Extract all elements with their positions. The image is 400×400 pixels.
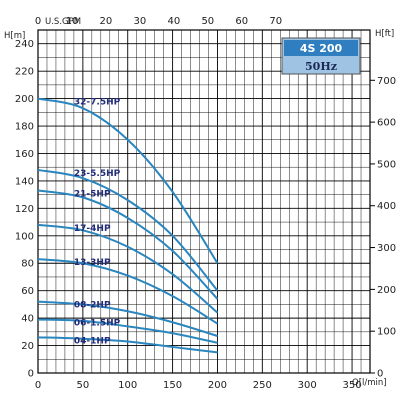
y-tick-label: 180 — [15, 122, 34, 133]
y-tick-label: 140 — [15, 176, 34, 187]
gpm-tick-label: 10 — [66, 16, 79, 27]
ft-tick-label: 500 — [377, 159, 396, 170]
y-tick-label: 120 — [15, 204, 34, 215]
gpm-tick-label: 40 — [167, 16, 180, 27]
ft-tick-label: 100 — [377, 327, 396, 338]
gpm-tick-label: 20 — [100, 16, 113, 27]
x-tick-label: 150 — [163, 380, 182, 391]
pump-curve — [37, 336, 218, 354]
pump-curve-label: 17-4HP — [74, 224, 111, 234]
model-name: 4S 200 — [300, 42, 343, 55]
y-tick-label: 0 — [28, 369, 34, 380]
x-tick-label: 100 — [118, 380, 137, 391]
ft-tick-label: 600 — [377, 118, 396, 129]
curve-labels: 32-7.5HP 23-5.5HP 21-5HP 17-4HP 13-3HP 08-2HP… — [74, 98, 121, 347]
ft-tick-label: 0 — [377, 369, 383, 380]
gpm-tick-label: 70 — [269, 16, 282, 27]
y-tick-label: 200 — [15, 94, 34, 105]
pump-curve-label: 13-3HP — [74, 258, 111, 268]
pump-curve-label: 21-5HP — [74, 190, 111, 200]
left-axis-title: H[m] — [4, 31, 25, 41]
gpm-tick-label: 60 — [235, 16, 248, 27]
pump-curves — [37, 97, 219, 354]
y-tick-label: 240 — [15, 39, 34, 50]
bottom-axis-title: Q[l/min] — [352, 378, 387, 388]
model-box: 4S 200 50Hz — [281, 37, 361, 75]
y-tick-label: 60 — [21, 286, 34, 297]
pump-curve-label: 32-7.5HP — [74, 98, 121, 108]
x-tick-label: 350 — [343, 380, 362, 391]
x-tick-label: 0 — [35, 380, 41, 391]
model-frequency: 50Hz — [305, 60, 337, 73]
x-tick-label: 250 — [253, 380, 272, 391]
y-tick-label: 80 — [21, 259, 34, 270]
right-axis-title: H[ft] — [375, 29, 394, 39]
x-tick-label: 200 — [208, 380, 227, 391]
pump-curve-label: 23-5.5HP — [74, 169, 121, 179]
grid — [37, 29, 371, 374]
pump-curve — [37, 223, 219, 314]
pump-curve — [37, 189, 219, 300]
pump-curve-label: 06-1.5HP — [74, 318, 121, 328]
ft-tick-label: 700 — [377, 76, 396, 87]
y-tick-label: 40 — [21, 314, 34, 325]
pump-curve — [37, 300, 218, 337]
pump-curve-label: 08-2HP — [74, 301, 111, 311]
x-tick-label: 300 — [298, 380, 317, 391]
pump-curve — [37, 168, 219, 292]
plot-frame — [37, 29, 371, 374]
ft-tick-label: 400 — [377, 201, 396, 212]
ft-tick-label: 300 — [377, 243, 396, 254]
y-tick-label: 100 — [15, 231, 34, 242]
gpm-tick-label: 30 — [134, 16, 147, 27]
top-axis-title: U.S.GPM — [45, 17, 81, 27]
x-tick-label: 50 — [76, 380, 89, 391]
pump-curve — [37, 258, 218, 325]
pump-curve — [37, 318, 218, 344]
y-tick-label: 20 — [21, 341, 34, 352]
gpm-tick-label: 50 — [201, 16, 214, 27]
pump-curve-label: 04-1HP — [74, 336, 111, 346]
y-tick-label: 160 — [15, 149, 34, 160]
pump-curve — [37, 97, 219, 264]
y-tick-label: 220 — [15, 67, 34, 78]
gpm-tick-label: 0 — [35, 16, 41, 27]
ft-tick-label: 200 — [377, 285, 396, 296]
